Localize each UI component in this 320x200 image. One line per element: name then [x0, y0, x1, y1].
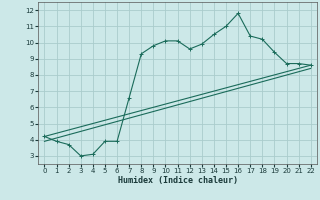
X-axis label: Humidex (Indice chaleur): Humidex (Indice chaleur): [118, 176, 238, 185]
